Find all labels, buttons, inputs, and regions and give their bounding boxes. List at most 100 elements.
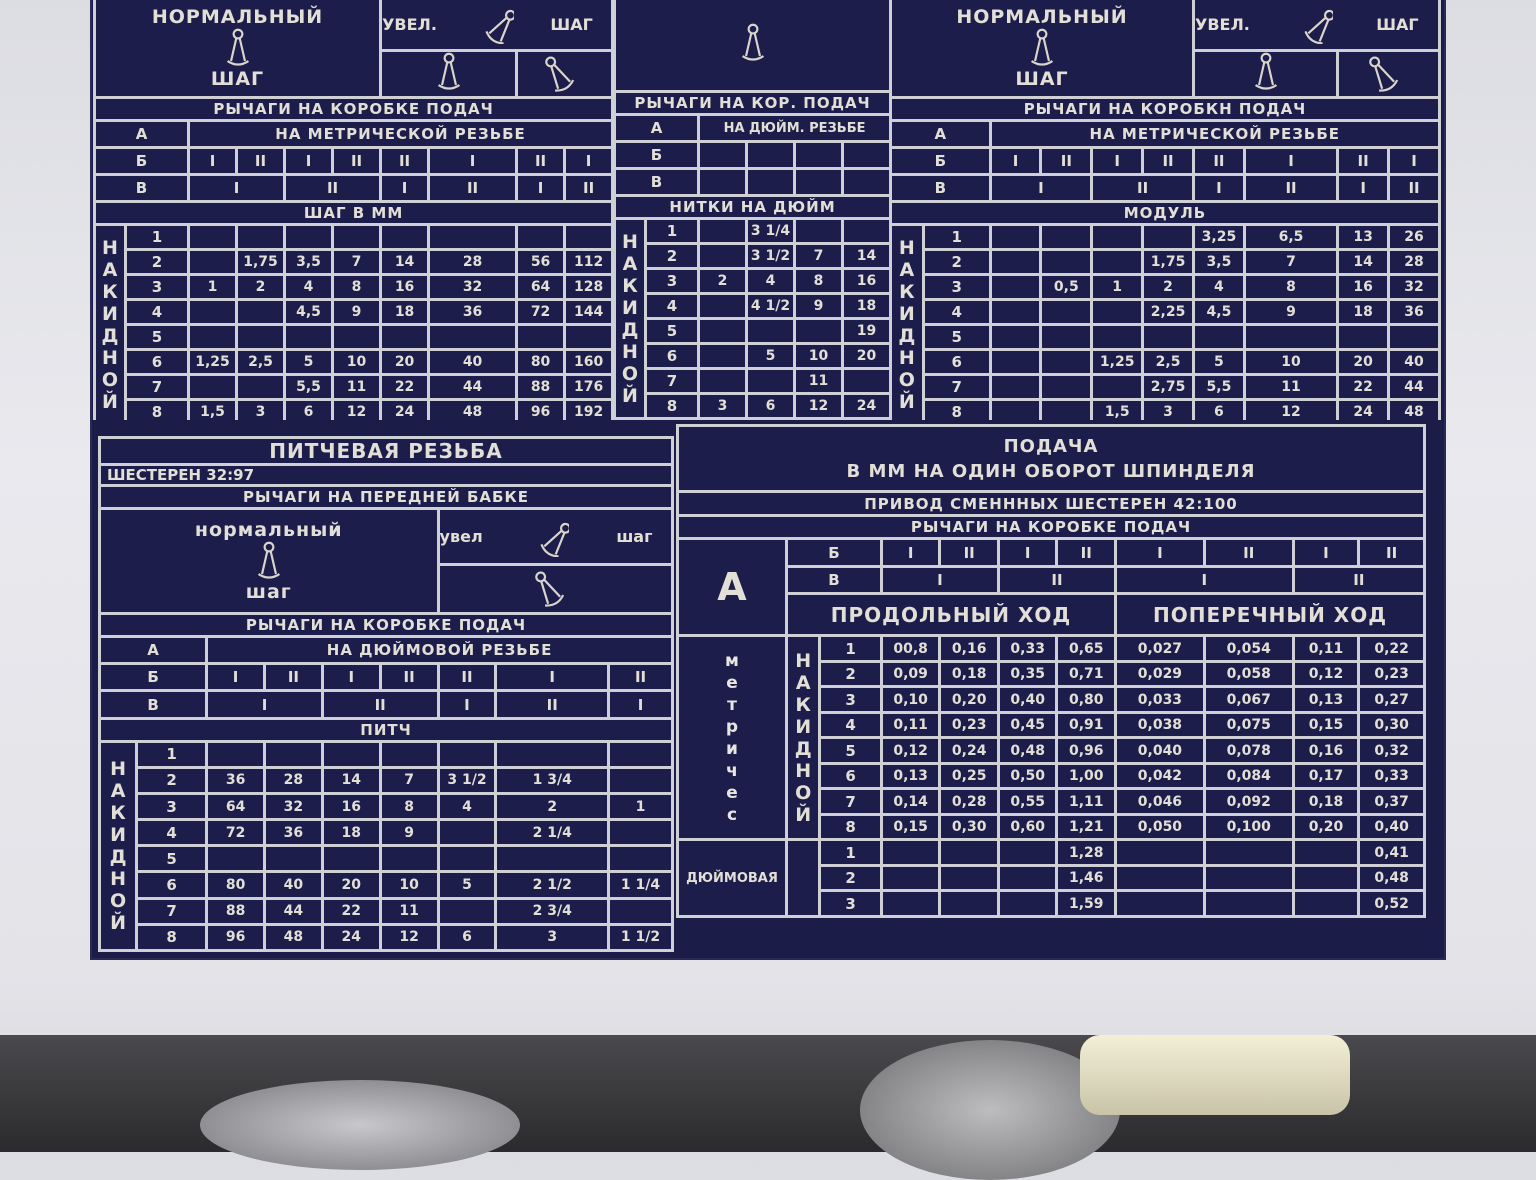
row-number: 8 <box>924 401 989 420</box>
lever-a-label: А <box>101 638 206 663</box>
lever-v-label: В <box>616 170 697 194</box>
lever-position-cell <box>1195 52 1337 96</box>
value-cell: 18 <box>323 821 379 845</box>
row-number: 2 <box>821 866 880 890</box>
value-cell <box>1093 251 1142 273</box>
row-number-text: 2 <box>845 869 856 888</box>
value-cell <box>610 768 671 793</box>
value-cell: 16 <box>323 795 379 819</box>
value-cell <box>1042 251 1091 273</box>
value-cell-text: I <box>937 571 943 590</box>
value-cell: 0,17 <box>1294 764 1358 788</box>
row-number: 1 <box>647 220 697 242</box>
module-thread-section: НОРМАЛЬНЫЙ ШАГ УВЕЛ. ШАГ РЫЧАГИ НА КОРОБКН П… <box>889 0 1441 420</box>
row-number: 7 <box>138 899 206 923</box>
table-row: А НА МЕТРИЧЕСКОЙ РЕЗЬБЕ <box>96 122 612 146</box>
value-cell-text: 0,50 <box>1010 768 1045 785</box>
value-cell: 12 <box>796 395 841 417</box>
value-cell: 1,5 <box>1093 401 1142 420</box>
value-cell <box>1093 226 1142 248</box>
data-row: 4 72 36 18 9 2 1/4 <box>101 821 671 845</box>
value-cell <box>991 401 1040 420</box>
value-cell-text: 1 <box>1112 279 1123 295</box>
value-cell: I <box>190 149 235 173</box>
value-cell-text: 8 <box>813 273 824 289</box>
value-cell <box>1093 326 1142 348</box>
value-cell-text: 64 <box>225 798 246 815</box>
value-cell <box>1117 892 1203 915</box>
value-cell-text: 0,12 <box>893 742 928 759</box>
value-cell-text: II <box>287 668 299 687</box>
value-cell: 0,092 <box>1205 790 1292 813</box>
value-cell: 0,20 <box>1294 815 1358 839</box>
value-cell: 0,60 <box>999 815 1056 839</box>
value-cell <box>700 370 745 392</box>
table-title: ШАГ В ММ <box>96 203 612 223</box>
lever-a-label: А <box>679 540 786 635</box>
value-cell-text: 96 <box>225 929 246 946</box>
step-label: ШАГ <box>210 67 265 90</box>
value-cell-text: 18 <box>341 824 361 841</box>
value-cell: 2,5 <box>1144 351 1192 373</box>
row-number-text: 4 <box>845 716 856 735</box>
row-number: 6 <box>127 351 187 373</box>
value-cell: 32 <box>266 795 321 819</box>
data-row: 3 0,5 1 2 4 8 16 32 <box>892 276 1438 298</box>
chart-table: НОРМАЛЬНЫЙ ШАГ УВЕЛ. ШАГ РЫЧАГИ НА КОРОБКН П… <box>889 0 1441 420</box>
table-row: Б I II I II II I II I <box>892 149 1438 173</box>
value-cell-text: 2,25 <box>1150 304 1186 320</box>
value-cell <box>882 866 939 890</box>
value-cell-text: 0,35 <box>1010 666 1045 683</box>
value-cell <box>844 370 889 392</box>
value-cell: 24 <box>323 925 379 949</box>
data-row: 2 36 28 14 7 3 1/2 1 3/4 <box>101 768 671 793</box>
table-row: НОРМАЛЬНЫЙ ШАГ УВЕЛ. ШАГ <box>96 0 612 96</box>
lever-a-label: А <box>96 122 187 146</box>
lever-icon <box>544 56 574 92</box>
value-cell-text: 0,45 <box>1010 717 1045 734</box>
data-row: 4 4 1/2 9 18 <box>616 295 889 317</box>
value-cell: 1,25 <box>1093 351 1142 373</box>
value-cell-text: 18 <box>394 304 415 320</box>
value-cell-text: 36 <box>283 824 304 841</box>
value-cell: 80 <box>518 351 564 373</box>
mode-normal-label: нормальный <box>194 519 343 542</box>
value-cell <box>382 326 428 348</box>
value-cell: 9 <box>334 301 380 323</box>
value-cell: 14 <box>382 251 428 273</box>
data-row: 7 0,14 0,28 0,55 1,11 0,046 0,092 0,18 0,37 <box>679 790 1423 813</box>
table-row: НИТКИ НА ДЮЙМ <box>616 197 889 217</box>
value-cell: II <box>430 176 516 200</box>
value-cell: 64 <box>518 276 564 298</box>
value-cell: 12 <box>381 925 437 949</box>
value-cell-text: 1,11 <box>1068 793 1104 810</box>
value-cell-text: 13 <box>1353 229 1373 245</box>
value-cell-text: II <box>461 668 473 687</box>
value-cell: 22 <box>382 376 428 398</box>
value-cell: 0,20 <box>941 688 997 711</box>
row-number-text: 3 <box>666 272 678 290</box>
value-cell-text: 2,75 <box>1150 379 1186 395</box>
value-cell: 36 <box>1390 301 1438 323</box>
value-cell <box>882 892 939 915</box>
table-row <box>101 565 671 613</box>
table-title-text: ПИТЧ <box>360 720 412 739</box>
value-cell-text: I <box>1201 571 1208 590</box>
row-number-text: 7 <box>666 372 678 390</box>
value-cell-text: 1,46 <box>1068 870 1104 887</box>
value-cell: 72 <box>208 821 263 845</box>
value-cell-text: 0,13 <box>893 768 928 785</box>
value-cell-text: 0,046 <box>1137 793 1183 810</box>
value-cell-text: 0,067 <box>1226 691 1271 708</box>
table-row: ПОДАЧА В ММ НА ОДИН ОБОРОТ ШПИНДЕЛЯ <box>679 427 1423 491</box>
value-cell: 0,27 <box>1360 688 1423 711</box>
lever-a-label-text: А <box>135 125 148 143</box>
value-cell: 0,11 <box>1294 637 1358 660</box>
value-cell: 0,23 <box>1360 662 1423 686</box>
data-row: 3 0,10 0,20 0,40 0,80 0,033 0,067 0,13 0,27 <box>679 688 1423 711</box>
value-cell: 176 <box>566 376 612 398</box>
row-number-text: 5 <box>666 322 678 340</box>
data-row: 6 5 10 20 <box>616 345 889 367</box>
data-row: 8 0,15 0,30 0,60 1,21 0,050 0,100 0,20 0,40 <box>679 815 1423 839</box>
machine-background <box>0 1035 1536 1180</box>
